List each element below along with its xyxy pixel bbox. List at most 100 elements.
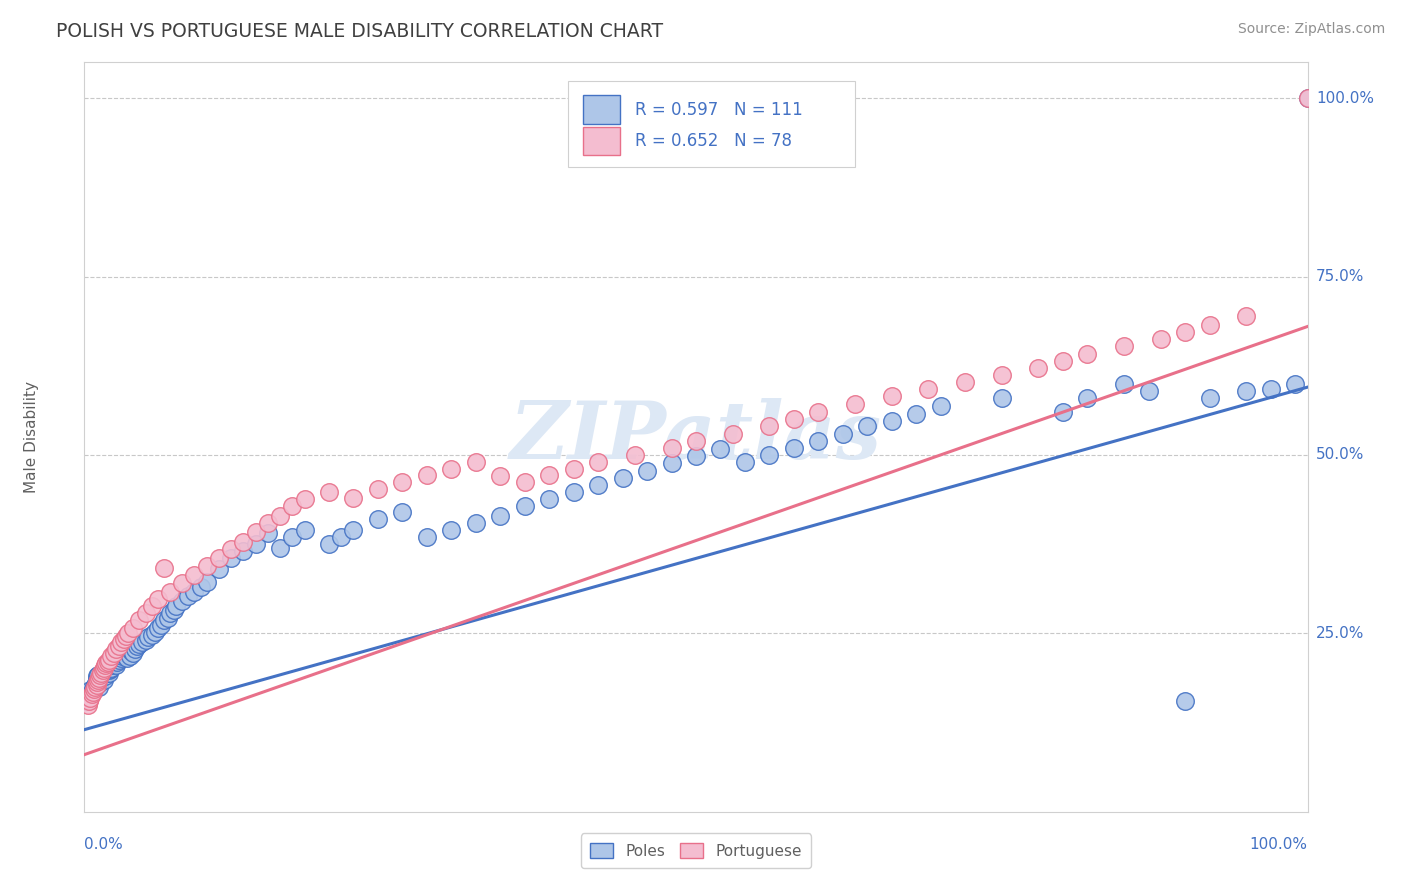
Point (105, 658, 128, 673)
Point (330, 530, 353, 544)
Point (91, 664, 114, 678)
Point (97, 664, 120, 678)
Point (107, 653, 129, 667)
Point (1114, 339, 1136, 353)
Point (190, 580, 212, 594)
Point (269, 508, 291, 523)
Point (83, 681, 105, 696)
Text: Source: ZipAtlas.com: Source: ZipAtlas.com (1237, 22, 1385, 37)
Point (87, 680, 110, 694)
Point (143, 624, 166, 639)
Point (1234, 384, 1257, 398)
Point (783, 412, 806, 426)
Point (464, 516, 486, 530)
Point (97, 662, 120, 676)
Point (128, 637, 150, 651)
Point (1296, 91, 1319, 105)
Point (257, 526, 280, 541)
Point (538, 492, 561, 507)
Point (367, 512, 389, 526)
Point (586, 455, 609, 469)
Point (195, 558, 218, 573)
Point (562, 485, 585, 500)
Point (103, 657, 125, 671)
Point (141, 628, 163, 642)
Point (82, 685, 104, 699)
Point (183, 585, 205, 599)
Point (80, 687, 103, 701)
Point (125, 639, 148, 653)
Point (90, 671, 112, 685)
Point (94, 658, 117, 673)
Point (1114, 376, 1136, 391)
Point (758, 419, 780, 434)
Point (86, 674, 108, 689)
Text: ZIPatlas: ZIPatlas (510, 399, 882, 475)
Point (636, 464, 658, 478)
Point (100, 649, 122, 664)
Point (1284, 376, 1306, 391)
Point (105, 655, 128, 669)
Point (124, 642, 146, 657)
Point (135, 607, 157, 621)
Point (141, 599, 163, 614)
Point (89, 673, 111, 687)
Point (990, 391, 1012, 405)
Point (86, 671, 108, 685)
Point (661, 441, 683, 455)
Point (153, 560, 176, 574)
Point (489, 469, 512, 483)
Point (91, 667, 114, 681)
Bar (583, 127, 620, 155)
Point (159, 585, 181, 599)
Point (89, 667, 111, 681)
Point (98, 662, 121, 676)
Point (990, 368, 1012, 382)
Point (172, 576, 194, 591)
Point (318, 485, 340, 500)
Point (77, 689, 100, 703)
Point (391, 505, 413, 519)
Point (80, 685, 103, 699)
Legend: Poles, Portuguese: Poles, Portuguese (581, 833, 811, 868)
Point (101, 658, 124, 673)
Point (84, 680, 107, 694)
Point (159, 607, 181, 621)
Point (440, 523, 463, 537)
Point (96, 665, 118, 680)
Point (91, 665, 114, 680)
Point (1174, 694, 1197, 708)
Point (440, 462, 463, 476)
Point (758, 448, 780, 462)
Point (87, 667, 110, 681)
Point (1260, 382, 1282, 396)
Point (86, 673, 108, 687)
Point (342, 491, 364, 505)
Point (87, 673, 110, 687)
Point (100, 660, 122, 674)
Bar (583, 95, 620, 124)
Point (86, 669, 108, 683)
Point (624, 448, 647, 462)
Point (105, 642, 128, 657)
Text: Male Disability: Male Disability (24, 381, 39, 493)
Point (93, 660, 115, 674)
Text: 75.0%: 75.0% (1316, 269, 1364, 284)
Point (1137, 384, 1160, 398)
Point (79, 690, 101, 705)
Point (172, 594, 194, 608)
Point (90, 665, 112, 680)
Point (1076, 391, 1098, 405)
Point (82, 681, 104, 696)
Point (1052, 405, 1074, 419)
Point (135, 633, 157, 648)
Point (91, 669, 114, 683)
Point (929, 400, 952, 414)
Point (103, 646, 125, 660)
Point (208, 551, 231, 566)
Point (844, 396, 866, 410)
Text: POLISH VS PORTUGUESE MALE DISABILITY CORRELATION CHART: POLISH VS PORTUGUESE MALE DISABILITY COR… (56, 22, 664, 41)
Point (110, 651, 132, 665)
Point (709, 442, 731, 457)
Text: 25.0%: 25.0% (1316, 626, 1364, 640)
